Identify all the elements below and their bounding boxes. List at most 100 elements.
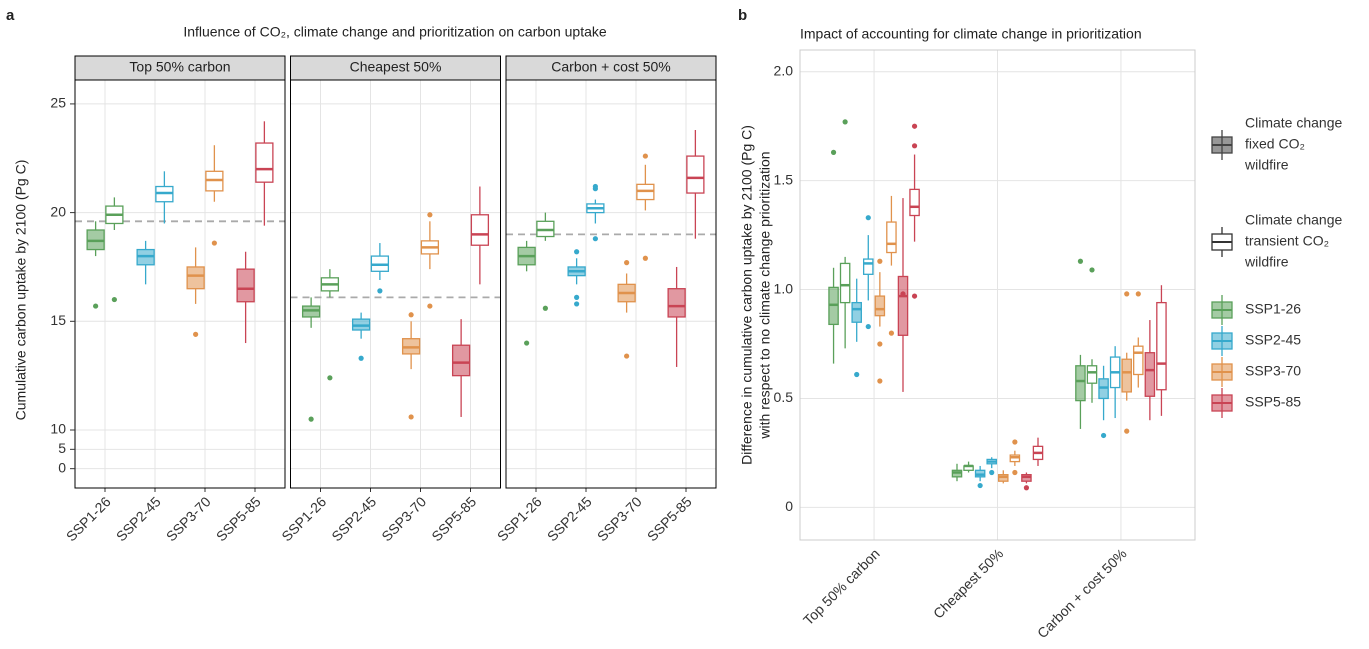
x-tick-label: SSP1-26: [63, 493, 114, 544]
x-tick-label: SSP3-70: [163, 493, 214, 544]
outlier: [642, 255, 648, 261]
legend-label: Climate change: [1245, 115, 1342, 131]
outlier: [624, 353, 630, 359]
x-tick-label: Cheapest 50%: [930, 545, 1006, 621]
box: [451, 344, 471, 377]
outlier: [888, 330, 895, 336]
facet-strip: [74, 55, 286, 81]
panel-border: [74, 79, 286, 489]
box: [862, 258, 874, 275]
box: [874, 295, 886, 317]
x-tick-label: SSP3-70: [594, 493, 645, 544]
outlier: [358, 355, 364, 361]
box: [886, 221, 897, 254]
box: [851, 301, 862, 323]
panel-label: b: [738, 7, 747, 24]
outlier: [1077, 258, 1084, 264]
y-tick-label: 1.0: [774, 280, 794, 296]
y-tick-label: 10: [50, 421, 66, 437]
outlier: [93, 303, 99, 309]
panel-border: [799, 49, 1196, 541]
box: [1144, 352, 1156, 397]
outlier: [327, 375, 333, 381]
legend-label: SSP5-85: [1245, 394, 1301, 410]
outlier: [900, 291, 906, 297]
legend-label: SSP3-70: [1245, 363, 1301, 379]
legend-label: fixed CO₂: [1245, 136, 1305, 152]
box: [186, 266, 205, 290]
box: [1075, 365, 1086, 402]
x-tick-label: SSP5-85: [428, 493, 479, 544]
x-tick-label: SSP2-45: [113, 493, 164, 544]
panel-border: [505, 79, 717, 489]
outlier: [408, 414, 414, 420]
x-tick-label: SSP5-85: [644, 493, 695, 544]
legend-label: SSP1-26: [1245, 301, 1301, 317]
outlier: [977, 482, 983, 489]
outlier: [877, 341, 883, 347]
outlier: [1012, 469, 1018, 476]
x-tick-label: SSP1-26: [278, 493, 329, 544]
outlier: [842, 119, 848, 125]
facet-title: Carbon + cost 50%: [551, 59, 670, 75]
box: [236, 268, 255, 303]
outlier: [1135, 291, 1141, 297]
facet-strip: [290, 55, 501, 81]
outlier: [854, 371, 860, 378]
box: [897, 275, 909, 336]
legend-label: transient CO₂: [1245, 233, 1329, 249]
outlier: [911, 293, 918, 299]
outlier: [911, 143, 918, 149]
outlier: [830, 149, 837, 155]
outlier: [624, 260, 630, 266]
outlier: [989, 469, 995, 476]
box: [255, 142, 274, 183]
box: [667, 288, 686, 318]
chart-title: Impact of accounting for climate change …: [800, 26, 1142, 42]
outlier: [592, 236, 598, 242]
outlier: [542, 305, 548, 311]
x-tick-label: SSP3-70: [378, 493, 429, 544]
legend-label: SSP2-45: [1245, 332, 1301, 348]
outlier: [1124, 291, 1130, 297]
outlier: [1100, 432, 1107, 439]
outlier: [111, 296, 117, 303]
outlier: [877, 258, 883, 264]
x-tick-label: Top 50% carbon: [800, 545, 883, 628]
outlier: [377, 288, 383, 294]
box: [686, 155, 705, 194]
y-tick-label: 15: [50, 312, 66, 328]
outlier: [574, 294, 580, 300]
outlier: [877, 378, 883, 384]
outlier: [524, 340, 530, 346]
y-tick-label: 1.5: [774, 171, 794, 187]
outlier: [193, 331, 199, 337]
legend-label: wildfire: [1244, 157, 1289, 173]
outlier: [308, 416, 314, 422]
outlier: [427, 212, 433, 218]
facet-title: Cheapest 50%: [350, 59, 442, 75]
outlier: [911, 123, 918, 129]
facet-title: Top 50% carbon: [129, 59, 230, 75]
outlier: [574, 301, 580, 307]
x-tick-label: SSP1-26: [494, 493, 545, 544]
x-tick-label: SSP5-85: [213, 493, 264, 544]
outlier: [1023, 485, 1030, 491]
outlier: [865, 323, 871, 330]
outlier: [592, 186, 598, 192]
y-tick-label: 2.0: [774, 62, 794, 78]
box: [470, 214, 490, 246]
x-tick-label: Carbon + cost 50%: [1034, 545, 1130, 641]
x-tick-label: SSP2-45: [328, 493, 379, 544]
y-tick-label: 5: [58, 440, 66, 456]
box: [1086, 365, 1098, 384]
y-axis-label: with respect to no climate change priori…: [757, 151, 773, 439]
outlier: [642, 153, 648, 159]
outlier: [1089, 267, 1095, 273]
box: [839, 262, 851, 304]
outlier: [427, 303, 433, 309]
outlier: [1124, 428, 1130, 434]
outlier: [574, 249, 580, 255]
y-tick-label: 0.5: [774, 389, 794, 405]
